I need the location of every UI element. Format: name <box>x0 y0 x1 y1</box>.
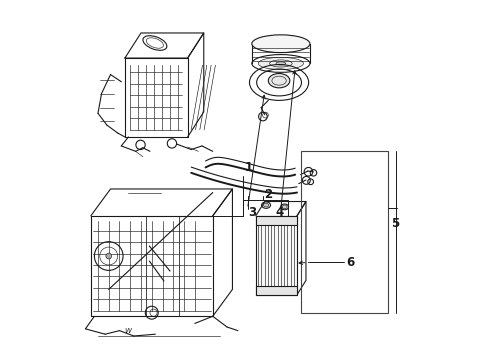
Ellipse shape <box>276 62 286 65</box>
Text: 5: 5 <box>392 216 400 230</box>
Ellipse shape <box>282 205 287 209</box>
Bar <box>256 216 297 295</box>
Text: 1: 1 <box>245 161 253 174</box>
Text: W: W <box>124 328 131 334</box>
Ellipse shape <box>269 73 290 88</box>
Text: 3: 3 <box>248 206 256 219</box>
Bar <box>256 286 297 295</box>
Text: 2: 2 <box>264 188 272 201</box>
Ellipse shape <box>252 35 310 53</box>
Ellipse shape <box>258 57 303 69</box>
Circle shape <box>106 253 112 259</box>
Bar <box>256 216 297 225</box>
Bar <box>300 151 389 313</box>
Text: 6: 6 <box>346 256 355 269</box>
Ellipse shape <box>264 203 269 207</box>
Text: 4: 4 <box>275 206 283 219</box>
